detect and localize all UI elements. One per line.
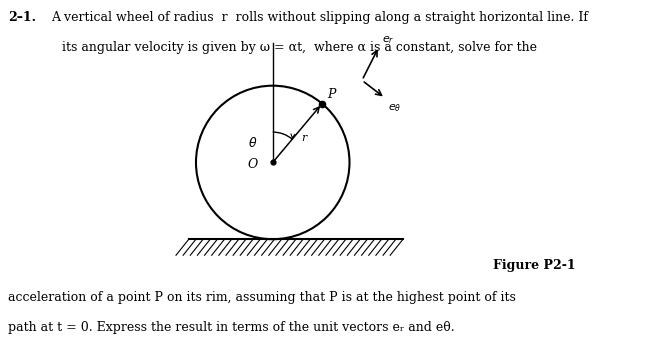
Text: its angular velocity is given by ω = αt,  where α is a constant, solve for the: its angular velocity is given by ω = αt,… xyxy=(62,41,537,54)
Text: $e_r$: $e_r$ xyxy=(382,34,395,46)
Text: $\theta$: $\theta$ xyxy=(249,136,258,150)
Text: Figure P2-1: Figure P2-1 xyxy=(493,259,576,272)
Text: 2–1.: 2–1. xyxy=(8,11,36,24)
Text: O: O xyxy=(247,158,258,171)
Text: acceleration of a point P on its rim, assuming that P is at the highest point of: acceleration of a point P on its rim, as… xyxy=(8,291,517,304)
Text: $e_\theta$: $e_\theta$ xyxy=(388,102,402,114)
Text: path at t = 0. Express the result in terms of the unit vectors eᵣ and eθ.: path at t = 0. Express the result in ter… xyxy=(8,321,455,334)
Text: r: r xyxy=(301,134,306,144)
Text: P: P xyxy=(326,88,335,101)
Text: A vertical wheel of radius  r  rolls without slipping along a straight horizonta: A vertical wheel of radius r rolls witho… xyxy=(51,11,587,24)
